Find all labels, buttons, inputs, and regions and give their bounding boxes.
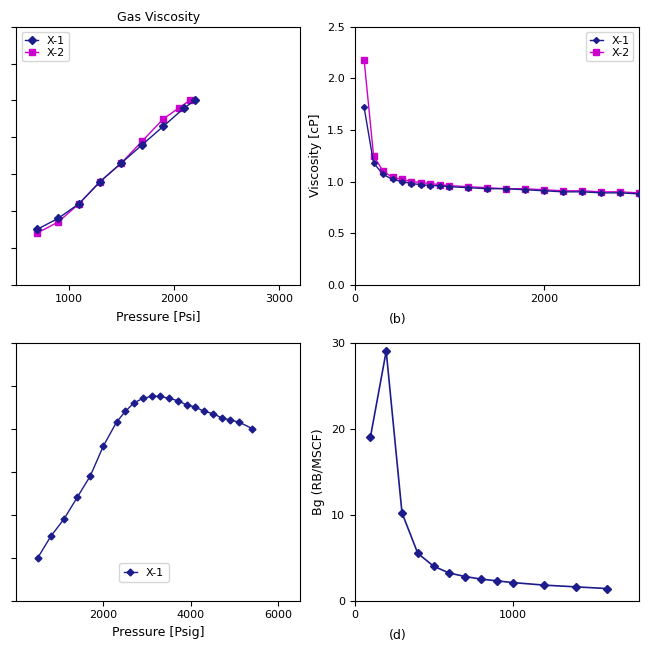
X-axis label: Pressure [Psi]: Pressure [Psi] — [116, 310, 200, 323]
Y-axis label: Viscosity [cP]: Viscosity [cP] — [309, 114, 322, 198]
Text: (b): (b) — [389, 313, 406, 326]
Title: Gas Viscosity: Gas Viscosity — [116, 11, 200, 24]
X-axis label: Pressure [Psig]: Pressure [Psig] — [112, 626, 204, 639]
Text: (d): (d) — [389, 629, 406, 642]
Legend: X-1, X-2: X-1, X-2 — [586, 32, 633, 61]
Y-axis label: Bg (RB/MSCF): Bg (RB/MSCF) — [312, 428, 325, 515]
Legend: X-1: X-1 — [120, 564, 168, 582]
Legend: X-1, X-2: X-1, X-2 — [21, 32, 69, 61]
